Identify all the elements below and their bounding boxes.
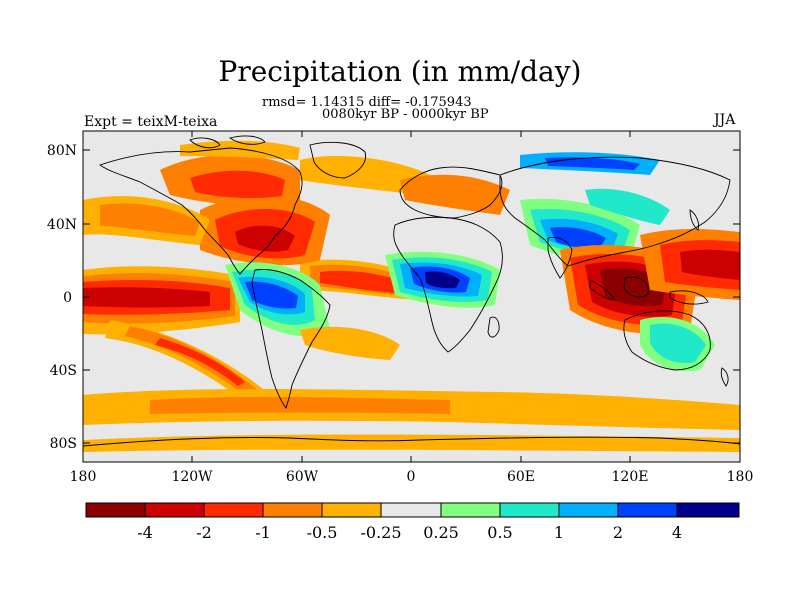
colorbar-swatch (500, 503, 559, 517)
coast-asia (499, 156, 731, 267)
latitude-axis: 80N 40N 0 40S 80S (47, 143, 740, 452)
lat-tick-label: 40S (50, 363, 77, 379)
longitude-axis: 180 120W 60W 0 60E 120E 180 (70, 131, 754, 485)
europe-dry (400, 174, 510, 215)
colorbar-swatch (559, 503, 618, 517)
colorbar-swatch (618, 503, 677, 517)
colorbar-label: 0.25 (423, 523, 459, 542)
colorbar-label: -0.5 (307, 523, 338, 542)
colorbar-label: -4 (137, 523, 153, 542)
asia-wet-core (550, 227, 606, 249)
coast-arctic-islands (189, 135, 266, 149)
coast-india (547, 237, 573, 279)
experiment-label: Expt = teixM-teixa (84, 114, 218, 130)
colorbar-label: 4 (672, 523, 682, 542)
coast-greenland (309, 141, 367, 179)
colorbar-swatch (381, 503, 441, 517)
lon-tick-label: 60E (507, 469, 535, 485)
coast-japan (689, 209, 699, 231)
lon-tick-label: 120W (171, 469, 213, 485)
colorbar-swatch (145, 503, 204, 517)
colorbar-label: 1 (554, 523, 564, 542)
coast-australia (623, 310, 711, 371)
colorbar-swatch (322, 503, 381, 517)
colorbar-swatch (263, 503, 322, 517)
colorbar-label: 0.5 (487, 523, 512, 542)
coast-africa (393, 216, 503, 353)
north-america-dry-core (190, 170, 285, 199)
atlantic-dry-core (320, 270, 410, 294)
colorbar-swatch (677, 503, 739, 517)
colorbar-swatch (204, 503, 263, 517)
coast-antarctica (83, 436, 740, 447)
lon-tick-label: 180 (70, 469, 97, 485)
south-atlantic-dry (300, 326, 400, 360)
spcz-dry-core (155, 338, 245, 386)
south-america-wet-core (245, 281, 298, 309)
coast-new-guinea (669, 290, 709, 305)
stats-line: rmsd= 1.14315 diff= -0.175943 (262, 95, 472, 110)
lon-tick-label: 0 (407, 469, 416, 485)
colorbar-swatch (86, 503, 145, 517)
lon-tick-label: 180 (727, 469, 754, 485)
colorbar-label: -0.25 (360, 523, 401, 542)
siberia-wet-core (545, 157, 640, 170)
page-title: Precipitation (in mm/day) (218, 55, 582, 88)
lon-tick-label: 60W (286, 469, 319, 485)
lat-tick-label: 80N (47, 143, 77, 159)
coast-borneo (623, 276, 649, 298)
season-label: JJA (714, 112, 736, 128)
north-atlantic-dry (300, 155, 430, 195)
colorbar-label: -1 (255, 523, 271, 542)
coast-south-america (251, 269, 331, 409)
lon-tick-label: 120E (612, 469, 649, 485)
southern-ocean-dry-core (150, 396, 450, 414)
period-line: 0080kyr BP - 0000kyr BP (322, 107, 489, 122)
coastlines (83, 135, 740, 447)
colorbar-label: -2 (196, 523, 212, 542)
australia-wet-core (650, 323, 706, 364)
colorbar-swatch (441, 503, 500, 517)
coast-new-zealand (720, 367, 729, 387)
coast-sumatra (589, 279, 616, 301)
pacific-dry-inner (83, 287, 210, 308)
lat-tick-label: 0 (63, 290, 72, 306)
lat-tick-label: 40N (47, 217, 77, 233)
west-pacific-dry-inner (680, 249, 740, 280)
coast-europe (399, 166, 503, 219)
precip-anomaly-map (83, 131, 740, 462)
colorbar-frame (85, 502, 740, 518)
lat-tick-label: 80S (50, 436, 77, 452)
antarctic-dry (83, 434, 740, 452)
colorbar: -4 -2 -1 -0.5 -0.25 0.25 0.5 1 2 4 (85, 502, 740, 542)
colorbar-label: 2 (613, 523, 623, 542)
coast-north-america (99, 147, 303, 275)
central-asia-wet (585, 188, 670, 225)
north-pacific-dry-core (100, 203, 200, 236)
africa-wet-inner (425, 271, 460, 289)
coast-madagascar (487, 316, 500, 338)
